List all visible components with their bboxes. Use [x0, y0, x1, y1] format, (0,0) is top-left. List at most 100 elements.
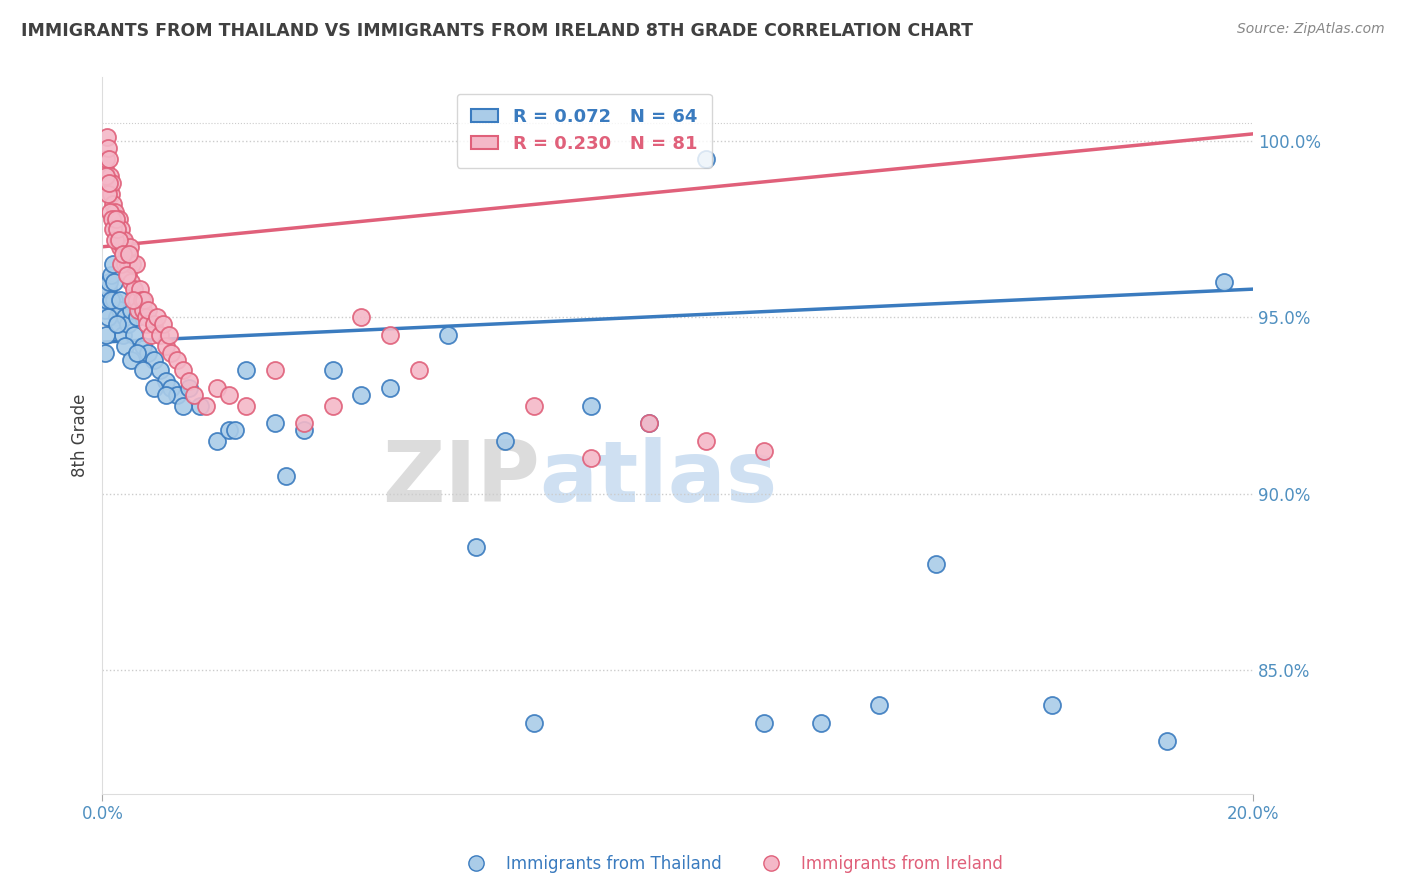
Point	[141, 328, 163, 343]
Point	[224, 423, 246, 437]
Point	[155, 374, 177, 388]
Point	[160, 345, 183, 359]
Point	[188, 399, 211, 413]
Point	[436, 328, 458, 343]
Point	[408, 363, 430, 377]
Point	[523, 399, 546, 413]
Point	[96, 152, 118, 166]
Point	[98, 275, 121, 289]
Point	[138, 303, 160, 318]
Point	[152, 318, 174, 332]
Point	[97, 282, 120, 296]
Point	[157, 328, 180, 343]
Point	[100, 268, 122, 282]
Point	[155, 388, 177, 402]
Point	[155, 338, 177, 352]
Point	[172, 363, 194, 377]
Point	[110, 222, 132, 236]
Point	[350, 310, 373, 325]
Point	[105, 211, 128, 226]
Point	[94, 303, 117, 318]
Point	[523, 716, 546, 731]
Point	[131, 338, 153, 352]
Point	[166, 388, 188, 402]
Point	[638, 416, 661, 430]
Point	[120, 352, 142, 367]
Point	[695, 152, 717, 166]
Point	[120, 275, 142, 289]
Point	[96, 328, 118, 343]
Point	[131, 303, 153, 318]
Point	[131, 363, 153, 377]
Text: Source: ZipAtlas.com: Source: ZipAtlas.com	[1237, 22, 1385, 37]
Point	[128, 282, 150, 296]
Point	[125, 257, 148, 271]
Point	[118, 240, 141, 254]
Point	[101, 257, 124, 271]
Point	[98, 152, 121, 166]
Point	[172, 399, 194, 413]
Point	[207, 434, 229, 448]
Point	[143, 318, 166, 332]
Point	[235, 399, 257, 413]
Point	[292, 423, 315, 437]
Point	[264, 363, 287, 377]
Point	[868, 698, 890, 713]
Point	[160, 381, 183, 395]
Point	[378, 328, 401, 343]
Point	[378, 381, 401, 395]
Point	[100, 186, 122, 201]
Point	[132, 293, 155, 307]
Point	[122, 328, 145, 343]
Point	[112, 233, 135, 247]
Point	[218, 423, 240, 437]
Point	[581, 399, 603, 413]
Point	[146, 310, 169, 325]
Point	[111, 233, 134, 247]
Point	[127, 303, 149, 318]
Point	[264, 416, 287, 430]
Point	[292, 416, 315, 430]
Point	[94, 345, 117, 359]
Point	[321, 399, 343, 413]
Point	[177, 374, 200, 388]
Point	[465, 540, 488, 554]
Point	[125, 310, 148, 325]
Point	[138, 345, 160, 359]
Point	[276, 469, 298, 483]
Point	[149, 328, 172, 343]
Point	[166, 352, 188, 367]
Point	[125, 345, 148, 359]
Point	[107, 211, 129, 226]
Point	[117, 268, 139, 282]
Text: ZIP: ZIP	[382, 437, 540, 520]
Point	[122, 293, 145, 307]
Point	[1213, 275, 1236, 289]
Point	[235, 363, 257, 377]
Point	[96, 169, 118, 184]
Point	[103, 275, 125, 289]
Point	[98, 169, 121, 184]
Point	[108, 303, 131, 318]
Point	[194, 399, 217, 413]
Legend: R = 0.072   N = 64, R = 0.230   N = 81: R = 0.072 N = 64, R = 0.230 N = 81	[457, 94, 711, 168]
Point	[107, 318, 129, 332]
Point	[115, 268, 138, 282]
Point	[105, 222, 128, 236]
Point	[1040, 698, 1063, 713]
Point	[97, 176, 120, 190]
Point	[114, 257, 136, 271]
Point	[108, 293, 131, 307]
Point	[131, 293, 153, 307]
Point	[112, 247, 135, 261]
Point	[101, 176, 124, 190]
Text: IMMIGRANTS FROM THAILAND VS IMMIGRANTS FROM IRELAND 8TH GRADE CORRELATION CHART: IMMIGRANTS FROM THAILAND VS IMMIGRANTS F…	[21, 22, 973, 40]
Point	[97, 141, 120, 155]
Point	[103, 222, 125, 236]
Point	[122, 282, 145, 296]
Point	[100, 211, 122, 226]
Point	[100, 204, 122, 219]
Point	[101, 197, 124, 211]
Point	[114, 310, 136, 325]
Point	[117, 257, 139, 271]
